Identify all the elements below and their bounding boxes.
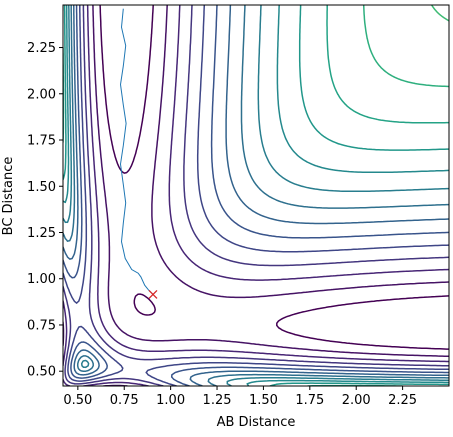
contour-level — [63, 5, 449, 386]
x-tick-label: 1.50 — [249, 393, 278, 408]
contour-level — [63, 5, 449, 386]
contour-level — [63, 5, 449, 386]
start-marker-x — [148, 289, 158, 299]
y-tick-label: 1.00 — [27, 272, 56, 287]
y-tick-label: 0.75 — [27, 318, 56, 333]
y-tick-label: 2.00 — [27, 87, 56, 102]
y-axis-label: BC Distance — [1, 157, 16, 236]
y-tick-label: 1.75 — [27, 134, 56, 149]
contour-level — [63, 5, 449, 386]
x-tick-label: 2.25 — [388, 393, 417, 408]
y-tick-label: 1.50 — [27, 180, 56, 195]
y-axis-ticks: 0.50 0.75 1.00 1.25 1.50 1.75 2.00 2.25 — [27, 41, 63, 380]
trajectory-line — [119, 8, 154, 295]
contour-level — [63, 5, 449, 386]
x-axis-ticks: 0.50 0.75 1.00 1.25 1.50 1.75 2.00 2.25 — [63, 386, 417, 408]
y-tick-label: 0.50 — [27, 365, 56, 380]
contour-level — [63, 5, 449, 386]
trajectory-layer — [119, 8, 158, 299]
y-tick-label: 1.25 — [27, 226, 56, 241]
plot-background — [63, 5, 449, 386]
contour-level — [63, 5, 449, 386]
marker-stroke — [148, 289, 158, 299]
contour-lines — [63, 5, 449, 386]
x-tick-label: 1.00 — [156, 393, 185, 408]
contour-level — [362, 5, 449, 88]
y-tick-label: 2.25 — [27, 41, 56, 56]
x-tick-label: 1.25 — [203, 393, 232, 408]
contour-level — [63, 5, 449, 386]
plot-frame — [62, 4, 450, 387]
contour-level — [63, 5, 449, 386]
x-tick-label: 2.00 — [342, 393, 371, 408]
x-tick-label: 0.50 — [63, 393, 92, 408]
x-tick-label: 0.75 — [110, 393, 139, 408]
x-tick-label: 1.75 — [295, 393, 324, 408]
x-axis-label: AB Distance — [217, 415, 296, 430]
